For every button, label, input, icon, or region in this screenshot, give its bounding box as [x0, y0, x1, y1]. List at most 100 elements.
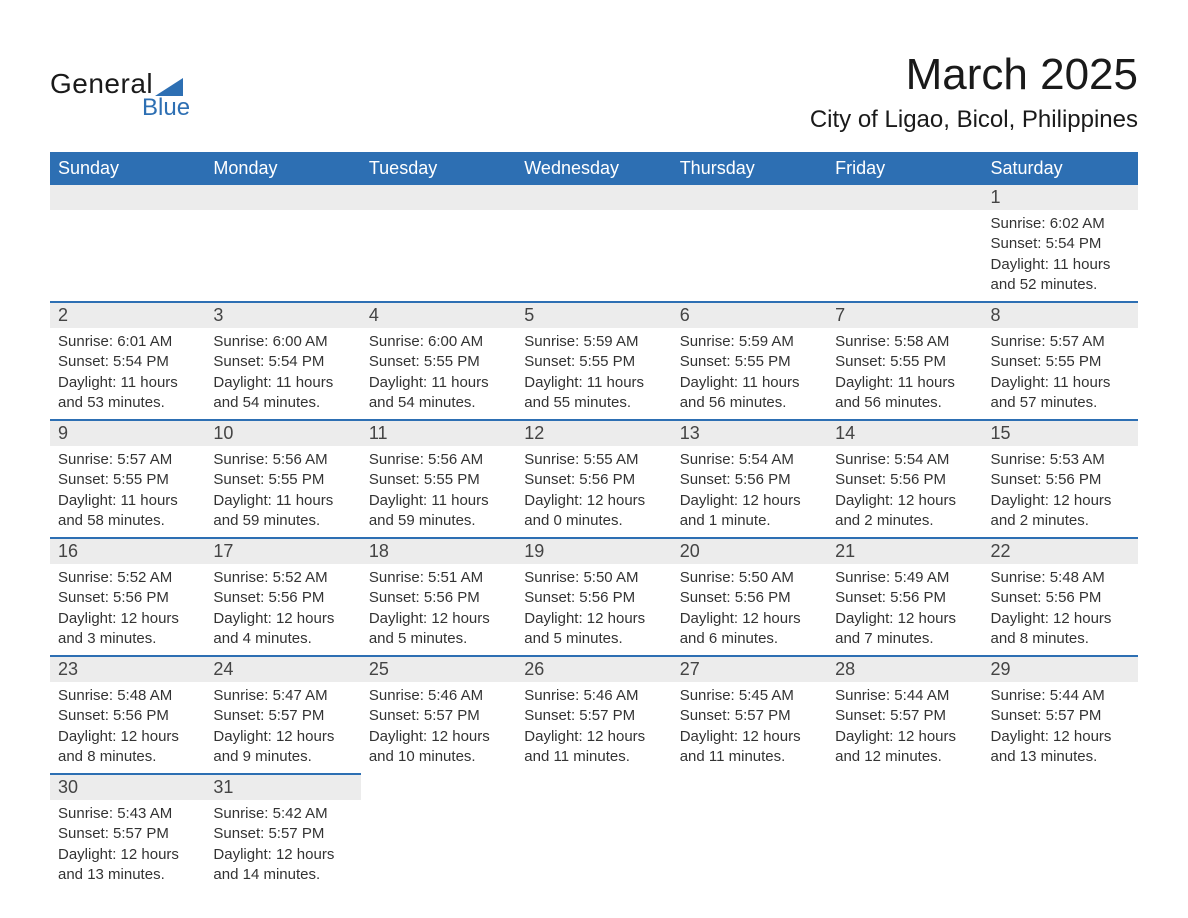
day-data-cell: Sunrise: 5:45 AMSunset: 5:57 PMDaylight:…	[672, 682, 827, 774]
day-number-cell: 13	[672, 420, 827, 446]
sunrise-text: Sunrise: 5:51 AM	[369, 568, 508, 588]
day-number: 20	[680, 541, 700, 561]
sunset-text: Sunset: 5:55 PM	[835, 352, 974, 372]
day-data-cell	[983, 800, 1138, 891]
day-number-cell: 6	[672, 302, 827, 328]
sunrise-text: Sunrise: 5:43 AM	[58, 804, 197, 824]
daylight-text: Daylight: 12 hours and 3 minutes.	[58, 609, 197, 650]
day-number-cell	[983, 774, 1138, 800]
daylight-text: Daylight: 12 hours and 6 minutes.	[680, 609, 819, 650]
sunset-text: Sunset: 5:56 PM	[680, 588, 819, 608]
sunrise-text: Sunrise: 5:44 AM	[835, 686, 974, 706]
day-data-cell: Sunrise: 5:54 AMSunset: 5:56 PMDaylight:…	[827, 446, 982, 538]
day-data-cell: Sunrise: 5:52 AMSunset: 5:56 PMDaylight:…	[50, 564, 205, 656]
day-data-row: Sunrise: 5:48 AMSunset: 5:56 PM Daylight:…	[50, 682, 1138, 774]
sunset-text: Sunset: 5:56 PM	[213, 588, 352, 608]
day-number: 16	[58, 541, 78, 561]
sunset-text: Sunset: 5:57 PM	[991, 706, 1130, 726]
day-data-cell	[672, 210, 827, 302]
day-data-row: Sunrise: 5:43 AMSunset: 5:57 PMDaylight:…	[50, 800, 1138, 891]
brand-name-top: General	[50, 68, 153, 100]
daylight-text: Daylight: 12 hours and 5 minutes.	[369, 609, 508, 650]
sunset-text: Sunset: 5:54 PM	[58, 352, 197, 372]
day-number-cell	[50, 185, 205, 210]
day-number-cell: 16	[50, 538, 205, 564]
sunrise-text: Sunrise: 5:45 AM	[680, 686, 819, 706]
day-number-cell: 8	[983, 302, 1138, 328]
sunset-text: Sunset: 5:55 PM	[58, 470, 197, 490]
daylight-text: Daylight: 11 hours and 54 minutes.	[213, 373, 352, 414]
calendar-table: Sunday Monday Tuesday Wednesday Thursday…	[50, 152, 1138, 891]
sunrise-text: Sunrise: 5:50 AM	[680, 568, 819, 588]
day-data-cell: Sunrise: 5:54 AMSunset: 5:56 PMDaylight:…	[672, 446, 827, 538]
day-data-cell	[361, 800, 516, 891]
day-number: 3	[213, 305, 223, 325]
page-header: General Blue March 2025 City of Ligao, B…	[50, 50, 1138, 134]
day-number-row: 16171819202122	[50, 538, 1138, 564]
sunrise-text: Sunrise: 5:53 AM	[991, 450, 1130, 470]
day-data-cell: Sunrise: 5:56 AMSunset: 5:55 PMDaylight:…	[361, 446, 516, 538]
day-number-cell: 5	[516, 302, 671, 328]
day-number-cell: 19	[516, 538, 671, 564]
daylight-text: Daylight: 12 hours and 11 minutes.	[680, 727, 819, 768]
day-number: 28	[835, 659, 855, 679]
day-number-row: 23242526272829	[50, 656, 1138, 682]
weekday-header: Saturday	[983, 152, 1138, 185]
day-data-cell: Sunrise: 5:44 AMSunset: 5:57 PMDaylight:…	[827, 682, 982, 774]
title-block: March 2025 City of Ligao, Bicol, Philipp…	[810, 50, 1138, 134]
day-data-cell: Sunrise: 5:57 AMSunset: 5:55 PMDaylight:…	[983, 328, 1138, 420]
daylight-text: Daylight: 11 hours and 56 minutes.	[835, 373, 974, 414]
daylight-text: Daylight: 12 hours and 2 minutes.	[991, 491, 1130, 532]
day-number-cell: 29	[983, 656, 1138, 682]
sunrise-text: Sunrise: 5:58 AM	[835, 332, 974, 352]
day-number: 17	[213, 541, 233, 561]
daylight-text: Daylight: 12 hours and 13 minutes.	[991, 727, 1130, 768]
day-data-cell	[827, 210, 982, 302]
day-data-cell: Sunrise: 5:55 AMSunset: 5:56 PMDaylight:…	[516, 446, 671, 538]
sunset-text: Sunset: 5:55 PM	[369, 470, 508, 490]
day-number: 22	[991, 541, 1011, 561]
weekday-header: Friday	[827, 152, 982, 185]
day-number-cell: 14	[827, 420, 982, 446]
daylight-text: Daylight: 12 hours and 1 minute.	[680, 491, 819, 532]
day-number-cell	[361, 774, 516, 800]
day-number: 15	[991, 423, 1011, 443]
sunrise-text: Sunrise: 5:52 AM	[213, 568, 352, 588]
sunrise-text: Sunrise: 5:48 AM	[58, 686, 197, 706]
day-data-cell: Sunrise: 5:46 AMSunset: 5:57 PMDaylight:…	[361, 682, 516, 774]
daylight-text: Daylight: 11 hours and 57 minutes.	[991, 373, 1130, 414]
day-data-cell: Sunrise: 5:59 AMSunset: 5:55 PMDaylight:…	[672, 328, 827, 420]
sunrise-text: Sunrise: 6:00 AM	[213, 332, 352, 352]
sunset-text: Sunset: 5:54 PM	[213, 352, 352, 372]
daylight-text: Daylight: 12 hours and 14 minutes.	[213, 845, 352, 886]
day-number: 8	[991, 305, 1001, 325]
daylight-text: Daylight: 11 hours and 59 minutes.	[369, 491, 508, 532]
sunrise-text: Sunrise: 5:57 AM	[58, 450, 197, 470]
day-number: 30	[58, 777, 78, 797]
daylight-text: Daylight: 12 hours and 7 minutes.	[835, 609, 974, 650]
day-number-cell	[516, 774, 671, 800]
sunrise-text: Sunrise: 6:00 AM	[369, 332, 508, 352]
day-number-cell: 27	[672, 656, 827, 682]
sunset-text: Sunset: 5:56 PM	[58, 706, 197, 726]
day-number: 5	[524, 305, 534, 325]
day-data-cell: Sunrise: 6:01 AMSunset: 5:54 PMDaylight:…	[50, 328, 205, 420]
daylight-text: Daylight: 11 hours and 58 minutes.	[58, 491, 197, 532]
day-number: 31	[213, 777, 233, 797]
day-data-cell	[205, 210, 360, 302]
day-data-cell	[516, 210, 671, 302]
day-data-cell: Sunrise: 5:46 AMSunset: 5:57 PMDaylight:…	[516, 682, 671, 774]
day-number: 18	[369, 541, 389, 561]
sunrise-text: Sunrise: 5:47 AM	[213, 686, 352, 706]
day-number-cell: 3	[205, 302, 360, 328]
day-number-cell	[672, 774, 827, 800]
sunrise-text: Sunrise: 5:54 AM	[680, 450, 819, 470]
weekday-header-row: Sunday Monday Tuesday Wednesday Thursday…	[50, 152, 1138, 185]
day-number-cell: 23	[50, 656, 205, 682]
brand-logo: General Blue	[50, 68, 190, 122]
weekday-header: Tuesday	[361, 152, 516, 185]
day-data-cell: Sunrise: 5:58 AMSunset: 5:55 PMDaylight:…	[827, 328, 982, 420]
day-number: 11	[369, 423, 388, 443]
daylight-text: Daylight: 11 hours and 52 minutes.	[991, 255, 1130, 296]
day-number-cell: 15	[983, 420, 1138, 446]
